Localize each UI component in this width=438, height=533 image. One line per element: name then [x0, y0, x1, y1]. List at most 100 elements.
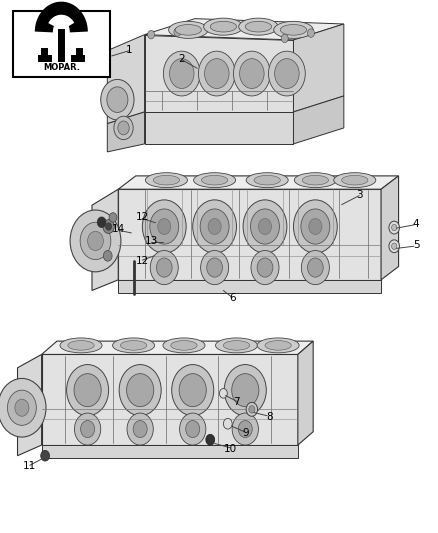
Circle shape	[114, 116, 133, 140]
Circle shape	[119, 365, 161, 416]
Circle shape	[88, 231, 103, 251]
Polygon shape	[298, 341, 313, 445]
Circle shape	[0, 378, 46, 437]
Circle shape	[301, 209, 330, 244]
Circle shape	[307, 258, 323, 277]
Circle shape	[67, 365, 109, 416]
Circle shape	[307, 29, 314, 37]
Polygon shape	[145, 35, 293, 112]
Circle shape	[223, 418, 232, 429]
Circle shape	[205, 59, 229, 88]
Circle shape	[103, 220, 114, 233]
Circle shape	[389, 240, 399, 253]
Circle shape	[148, 30, 155, 39]
Ellipse shape	[171, 341, 197, 350]
Text: 7: 7	[233, 398, 240, 407]
Polygon shape	[42, 341, 313, 354]
Polygon shape	[118, 280, 381, 293]
Ellipse shape	[245, 21, 272, 32]
Circle shape	[301, 251, 329, 285]
Text: 4: 4	[413, 219, 420, 229]
Circle shape	[219, 389, 227, 398]
Circle shape	[150, 251, 178, 285]
Bar	[13, 11, 110, 77]
Ellipse shape	[201, 175, 228, 185]
Circle shape	[133, 421, 147, 438]
Text: 9: 9	[242, 428, 249, 438]
Ellipse shape	[204, 18, 243, 35]
Ellipse shape	[246, 173, 288, 188]
Circle shape	[15, 399, 29, 416]
Circle shape	[232, 374, 259, 407]
Circle shape	[240, 59, 264, 88]
Circle shape	[249, 406, 255, 413]
Circle shape	[201, 251, 229, 285]
Circle shape	[309, 219, 322, 235]
Polygon shape	[293, 24, 344, 112]
Circle shape	[156, 258, 172, 277]
Ellipse shape	[163, 338, 205, 353]
Polygon shape	[381, 176, 399, 280]
Circle shape	[193, 200, 237, 253]
Circle shape	[251, 209, 279, 244]
Circle shape	[150, 209, 179, 244]
Circle shape	[251, 251, 279, 285]
Circle shape	[243, 200, 287, 253]
Circle shape	[101, 79, 134, 120]
Ellipse shape	[265, 341, 291, 350]
Ellipse shape	[60, 338, 102, 353]
Circle shape	[232, 413, 258, 445]
Polygon shape	[145, 19, 344, 40]
Circle shape	[186, 421, 200, 438]
Circle shape	[275, 59, 299, 88]
Circle shape	[172, 365, 214, 416]
Ellipse shape	[239, 18, 278, 35]
Text: 12: 12	[136, 213, 149, 222]
Circle shape	[238, 421, 252, 438]
Text: 8: 8	[266, 412, 273, 422]
Ellipse shape	[302, 175, 328, 185]
Circle shape	[207, 258, 223, 277]
Polygon shape	[145, 112, 293, 144]
Circle shape	[208, 219, 221, 235]
Circle shape	[97, 217, 106, 228]
Circle shape	[41, 450, 49, 461]
Circle shape	[142, 200, 186, 253]
Circle shape	[127, 413, 153, 445]
Circle shape	[106, 223, 112, 230]
Ellipse shape	[223, 341, 250, 350]
Polygon shape	[42, 445, 298, 458]
Ellipse shape	[280, 25, 307, 35]
Text: MOPAR.: MOPAR.	[43, 63, 80, 72]
Ellipse shape	[68, 341, 94, 350]
Circle shape	[74, 374, 101, 407]
Circle shape	[293, 200, 337, 253]
Polygon shape	[42, 354, 298, 445]
Ellipse shape	[153, 175, 180, 185]
Ellipse shape	[274, 21, 313, 38]
Circle shape	[200, 209, 229, 244]
Text: 10: 10	[223, 444, 237, 454]
Text: 6: 6	[229, 294, 236, 303]
Text: 11: 11	[23, 462, 36, 471]
Circle shape	[281, 34, 288, 43]
Circle shape	[107, 87, 128, 112]
Circle shape	[81, 421, 95, 438]
Circle shape	[179, 374, 206, 407]
Circle shape	[158, 219, 171, 235]
Circle shape	[198, 51, 235, 96]
Ellipse shape	[194, 173, 236, 188]
Circle shape	[163, 51, 200, 96]
Circle shape	[80, 222, 111, 260]
Circle shape	[233, 51, 270, 96]
Circle shape	[70, 210, 121, 272]
Ellipse shape	[210, 21, 237, 32]
Polygon shape	[107, 112, 145, 152]
Circle shape	[103, 251, 112, 261]
Ellipse shape	[294, 173, 336, 188]
Circle shape	[392, 243, 397, 249]
Ellipse shape	[342, 175, 368, 185]
Polygon shape	[92, 189, 118, 290]
Circle shape	[246, 402, 258, 416]
Polygon shape	[18, 354, 42, 456]
